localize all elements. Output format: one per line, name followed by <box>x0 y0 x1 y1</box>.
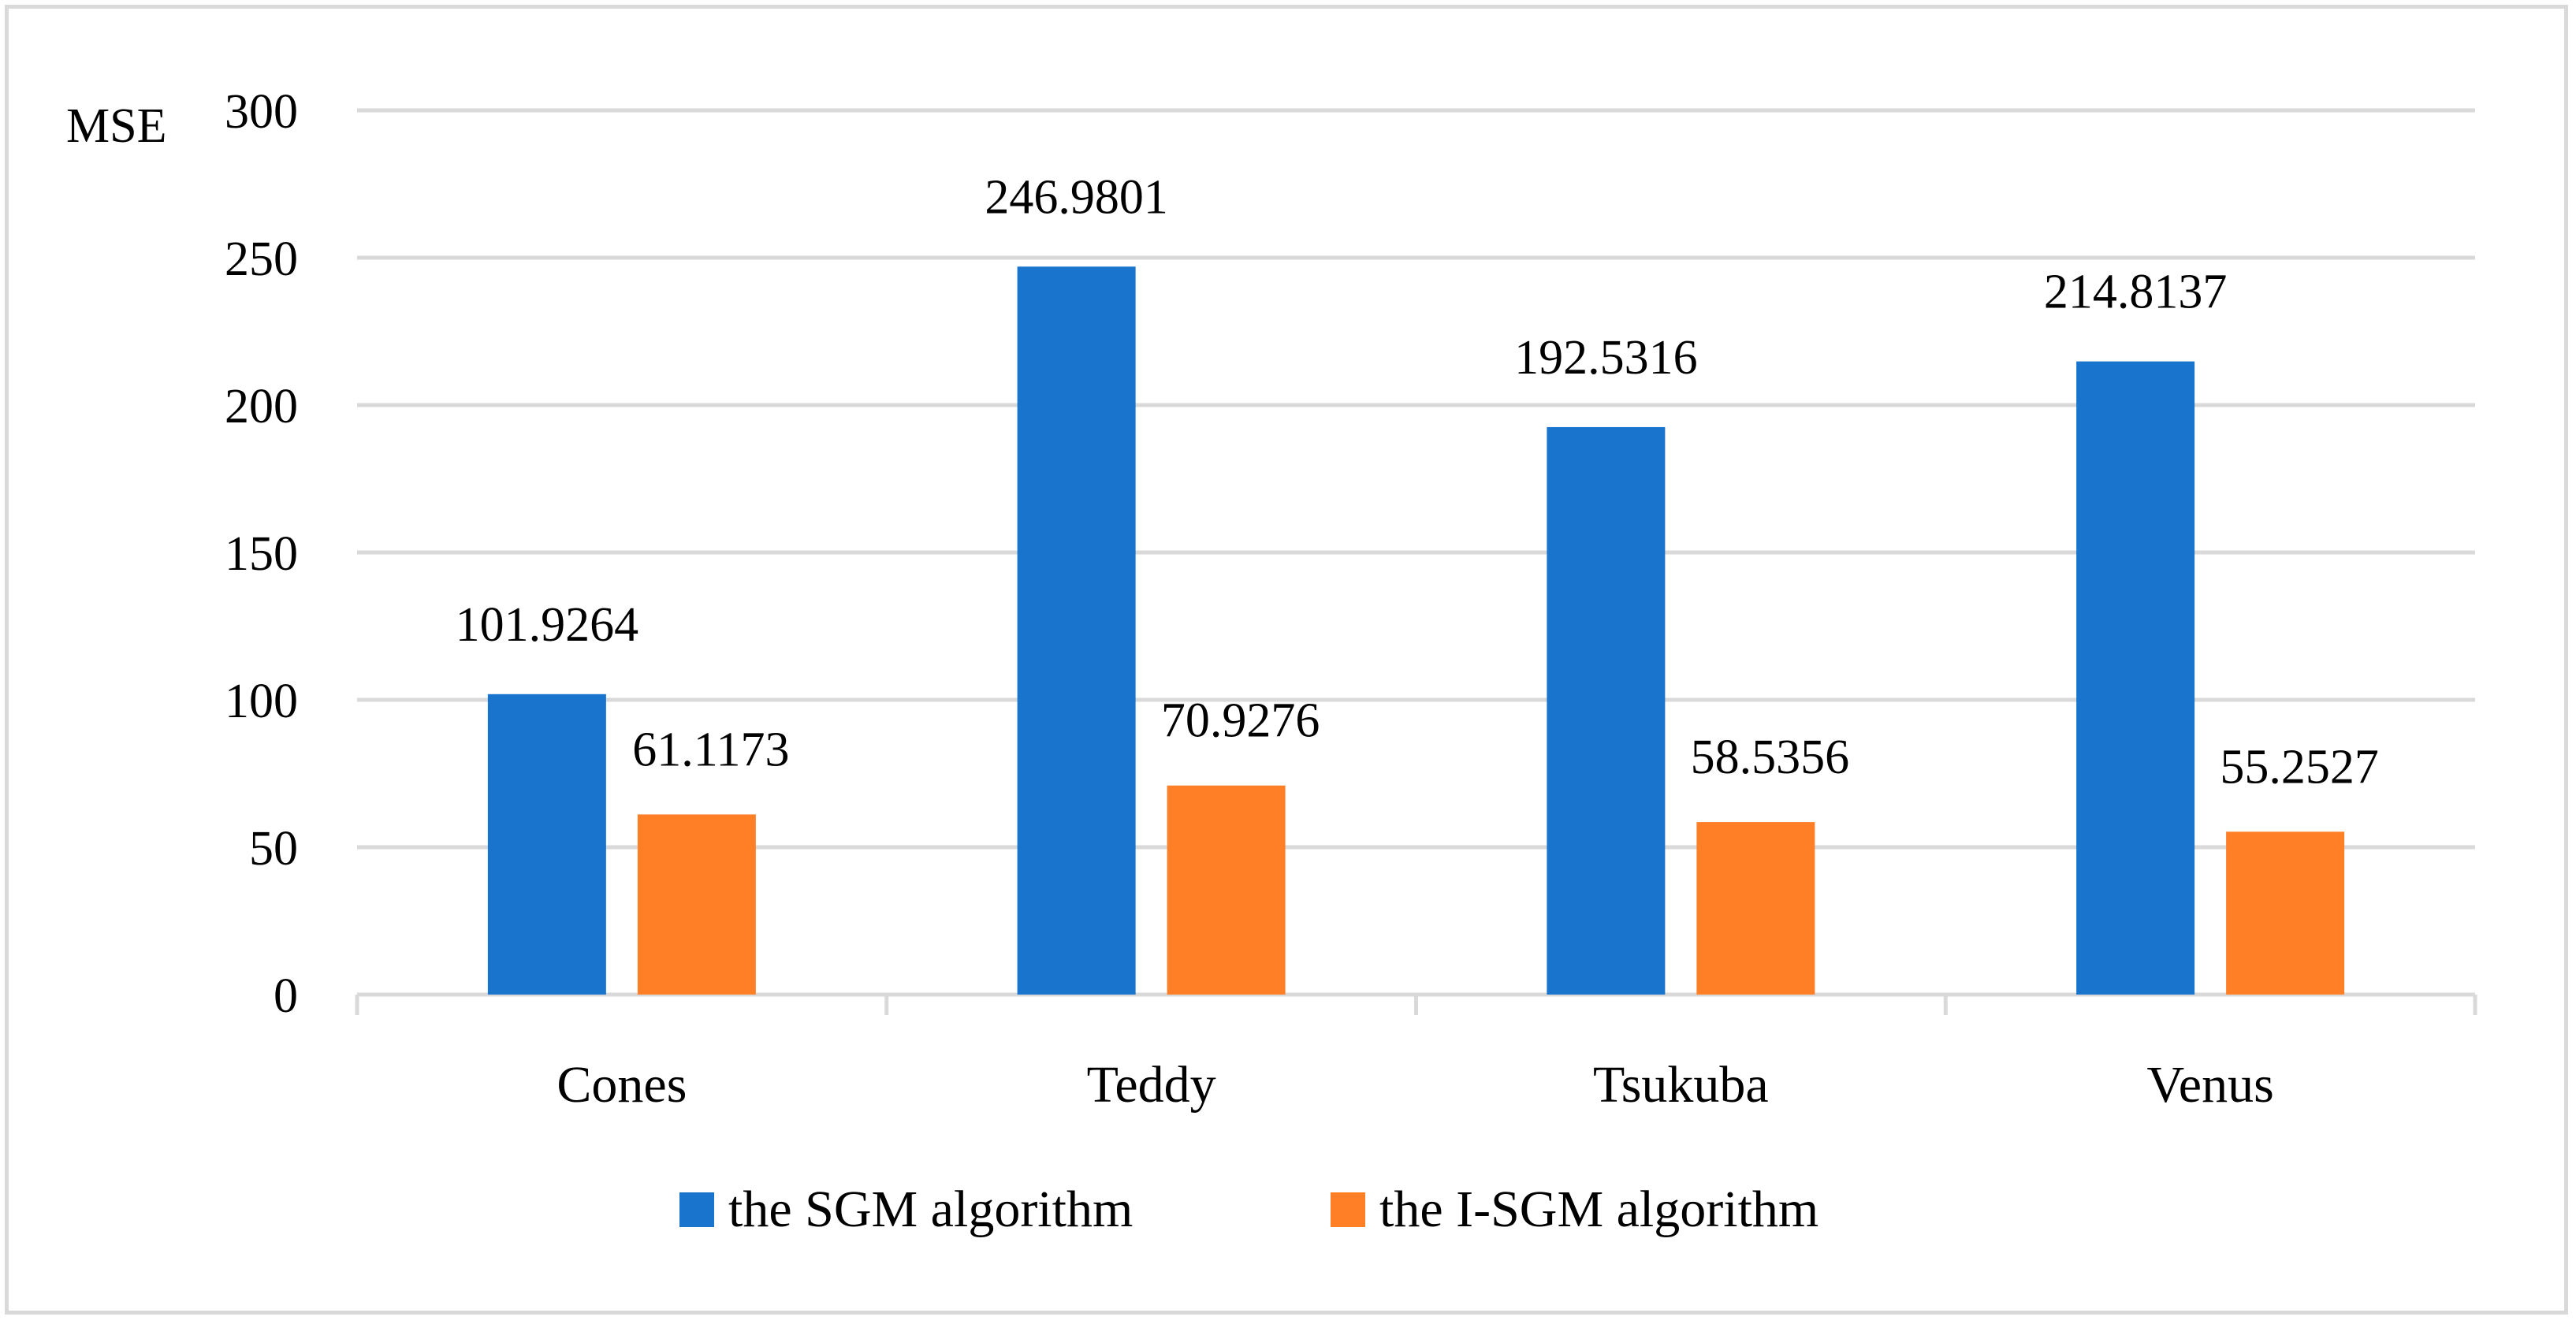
y-tick-label: 200 <box>225 380 298 433</box>
data-label: 101.9264 <box>456 598 639 652</box>
bar-sgm-venus <box>2076 361 2195 995</box>
data-label: 214.8137 <box>2044 266 2228 319</box>
x-tick-label: Venus <box>2146 1056 2273 1114</box>
y-tick-label: 0 <box>274 969 298 1023</box>
category-labels: Cones Teddy Tsukuba Venus <box>557 1056 2273 1114</box>
y-tick-label: 150 <box>225 527 298 581</box>
bars <box>487 266 2345 995</box>
bar-isgm-teddy <box>1167 785 1286 995</box>
y-tick-label: 250 <box>225 232 298 286</box>
bar-sgm-teddy <box>1017 266 1136 995</box>
y-tick-label: 50 <box>249 822 298 876</box>
bar-sgm-tsukuba <box>1547 426 1666 995</box>
data-label: 70.9276 <box>1161 694 1320 748</box>
data-label: 246.9801 <box>985 170 1168 224</box>
bar-isgm-tsukuba <box>1696 822 1815 995</box>
legend-swatch <box>1331 1192 1365 1227</box>
bar-sgm-cones <box>487 694 606 995</box>
y-tick-label: 300 <box>225 85 298 139</box>
x-tick-label: Tsukuba <box>1593 1056 1769 1114</box>
legend-swatch <box>679 1192 714 1227</box>
data-label: 192.5316 <box>1514 331 1698 385</box>
bar-isgm-cones <box>637 814 756 995</box>
data-labels: 101.9264 61.1173 246.9801 70.9276 192.5316 58… <box>456 170 2379 794</box>
y-tick-label: 100 <box>225 675 298 728</box>
legend-label: the SGM algorithm <box>728 1181 1133 1238</box>
x-tick-label: Teddy <box>1087 1056 1216 1114</box>
y-axis-label: MSE <box>66 99 166 153</box>
x-axis <box>355 992 2477 1015</box>
bar-isgm-venus <box>2226 831 2345 995</box>
data-label: 55.2527 <box>2220 740 2379 794</box>
legend-label: the I-SGM algorithm <box>1379 1181 1818 1238</box>
x-tick-label: Cones <box>557 1056 687 1114</box>
legend: the SGM algorithm the I-SGM algorithm <box>679 1181 1818 1238</box>
data-label: 58.5356 <box>1691 731 1850 784</box>
data-label: 61.1173 <box>632 723 789 776</box>
y-axis-ticks: 0 50 100 150 200 250 300 <box>225 85 298 1023</box>
